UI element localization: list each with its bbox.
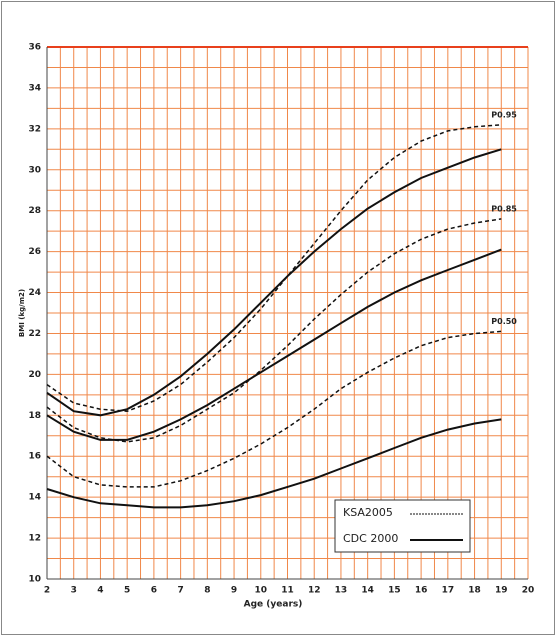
legend-label: CDC 2000 — [343, 532, 398, 545]
y-tick-label: 12 — [28, 534, 41, 544]
y-tick-label: 32 — [28, 124, 41, 134]
y-tick-label: 36 — [28, 43, 41, 53]
legend-box — [334, 499, 471, 553]
percentile-line — [46, 418, 502, 509]
x-tick-label: 3 — [71, 586, 77, 596]
percentile-line — [46, 248, 502, 441]
y-tick-label: 14 — [28, 493, 41, 503]
legend-label: KSA2005 — [343, 506, 393, 519]
x-tick-label: 20 — [522, 586, 535, 596]
y-tick-label: 34 — [28, 83, 41, 93]
percentile-line — [46, 330, 502, 488]
y-tick-label: 30 — [28, 165, 41, 175]
y-tick-label: 16 — [28, 452, 41, 462]
x-tick-label: 2 — [44, 586, 50, 596]
x-tick-label: 9 — [231, 586, 237, 596]
percentile-line — [46, 218, 502, 443]
x-tick-label: 10 — [255, 586, 268, 596]
x-axis-label: Age (years) — [244, 600, 303, 610]
x-tick-label: 12 — [308, 586, 321, 596]
x-tick-label: 6 — [151, 586, 157, 596]
y-tick-label: 28 — [28, 206, 41, 216]
x-tick-label: 18 — [468, 586, 481, 596]
x-tick-label: 16 — [415, 586, 428, 596]
x-tick-label: 5 — [124, 586, 130, 596]
y-axis-label: BMI (kg/m2) — [18, 289, 26, 337]
y-tick-label: 20 — [28, 370, 41, 380]
x-tick-label: 7 — [177, 586, 183, 596]
percentile-line — [46, 148, 502, 417]
x-tick-label: 17 — [442, 586, 455, 596]
percentile-label: P0.95 — [491, 110, 517, 119]
percentile-label: P0.50 — [491, 317, 517, 326]
y-tick-label: 26 — [28, 247, 41, 257]
y-tick-label: 24 — [28, 288, 41, 298]
x-tick-label: 14 — [361, 586, 374, 596]
x-tick-label: 19 — [495, 586, 508, 596]
x-tick-label: 13 — [335, 586, 348, 596]
y-tick-label: 22 — [28, 329, 41, 339]
y-tick-label: 10 — [28, 575, 41, 585]
x-tick-label: 11 — [281, 586, 294, 596]
y-tick-label: 18 — [28, 411, 41, 421]
x-tick-label: 8 — [204, 586, 210, 596]
x-tick-label: 15 — [388, 586, 401, 596]
percentile-label: P0.85 — [491, 204, 517, 213]
x-tick-label: 4 — [97, 586, 103, 596]
